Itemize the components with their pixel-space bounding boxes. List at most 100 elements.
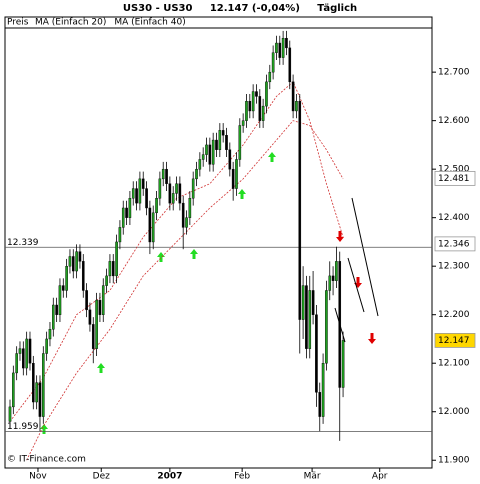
- candle-body: [78, 251, 82, 262]
- y-tick-label: 12.200: [438, 310, 470, 320]
- candle-body: [88, 309, 92, 325]
- candle-body: [181, 202, 185, 228]
- x-tick-label: Apr: [372, 472, 388, 481]
- up-arrow: [238, 189, 246, 199]
- candle-body: [185, 217, 188, 228]
- legend-entry: MA (Einfach 20): [35, 18, 106, 28]
- candle-body: [115, 241, 118, 277]
- y-tick-label: 12.100: [438, 359, 470, 369]
- candle-body: [305, 285, 308, 349]
- up-arrow: [97, 363, 105, 373]
- up-arrow: [157, 252, 165, 262]
- candles: [8, 30, 345, 441]
- candle-body: [315, 314, 318, 393]
- candle-body: [68, 256, 72, 267]
- candle-body: [108, 261, 112, 277]
- y-tick-label: 12.000: [438, 407, 470, 417]
- candle-body: [268, 71, 272, 83]
- candle-body: [195, 168, 198, 180]
- candle-body: [191, 178, 195, 199]
- candle-body: [271, 52, 275, 73]
- candle-body: [42, 353, 45, 417]
- price-label: 12.147: [438, 336, 470, 346]
- candle-body: [285, 37, 288, 49]
- candle-body: [261, 105, 265, 121]
- candle-body: [325, 290, 328, 364]
- candle-body: [38, 382, 42, 417]
- candle-body: [225, 135, 228, 150]
- candle-body: [338, 261, 342, 388]
- footer: © IT-Finance.com: [7, 455, 86, 465]
- candle-body: [168, 183, 172, 204]
- candle-body: [211, 139, 215, 165]
- candle-body: [218, 130, 222, 150]
- candle-body: [171, 193, 175, 204]
- candle-body: [221, 130, 225, 136]
- candle-body: [32, 363, 35, 403]
- candle-body: [65, 265, 68, 291]
- candle-body: [205, 144, 208, 155]
- candle-body: [188, 198, 192, 218]
- moving-average: [26, 120, 344, 461]
- y-tick-label: 12.400: [438, 213, 470, 223]
- candle-body: [121, 207, 125, 228]
- candle-body: [265, 81, 268, 107]
- candle-body: [125, 207, 128, 218]
- candle-body: [311, 290, 315, 315]
- candle-body: [198, 159, 202, 170]
- candle-body: [328, 275, 332, 291]
- y-tick-label: 12.500: [438, 165, 470, 175]
- candle-body: [308, 290, 312, 349]
- candle-body: [341, 340, 345, 388]
- up-arrow: [40, 424, 48, 434]
- candle-body: [215, 139, 218, 150]
- down-arrow: [336, 231, 344, 242]
- candle-body: [45, 338, 48, 354]
- price-label: 12.481: [438, 174, 470, 184]
- candle-body: [85, 290, 88, 311]
- candle-body: [15, 353, 18, 374]
- candle-body: [148, 207, 152, 243]
- candle-body: [28, 338, 32, 364]
- y-tick-label: 12.600: [438, 116, 470, 126]
- candle-body: [105, 275, 108, 286]
- x-tick-label: 2007: [157, 472, 182, 481]
- candle-body: [278, 42, 282, 58]
- candle-body: [8, 406, 12, 422]
- candle-body: [118, 227, 122, 243]
- candle-body: [175, 183, 178, 194]
- candle-body: [71, 256, 75, 272]
- candle-body: [55, 304, 58, 315]
- up-arrow: [268, 152, 276, 162]
- candle-body: [61, 285, 65, 291]
- price-label-box: [434, 236, 476, 252]
- candle-body: [258, 96, 262, 121]
- buy-arrows: [40, 152, 276, 434]
- candle-body: [81, 261, 85, 291]
- candle-body: [25, 338, 28, 369]
- candle-body: [275, 42, 278, 53]
- y-tick-label: 12.700: [438, 68, 470, 78]
- legend-entry: Preis: [7, 18, 29, 28]
- x-tick-label: Feb: [234, 472, 250, 481]
- candle-body: [301, 285, 305, 320]
- candle-body: [331, 275, 335, 281]
- x-tick-label: Dez: [93, 472, 110, 481]
- candle-body: [201, 154, 205, 160]
- candle-body: [138, 178, 142, 204]
- candle-body: [48, 329, 52, 340]
- y-tick-label: 11.900: [438, 456, 470, 466]
- candle-body: [131, 188, 135, 199]
- candle-body: [91, 324, 95, 349]
- candle-body: [161, 168, 165, 180]
- candle-body: [151, 212, 155, 243]
- candle-body: [298, 101, 302, 320]
- candle-body: [98, 299, 102, 315]
- candle-body: [58, 285, 62, 315]
- candle-body: [101, 285, 105, 315]
- candle-body: [248, 101, 252, 112]
- candle-body: [155, 198, 158, 214]
- trend-line: [347, 257, 365, 313]
